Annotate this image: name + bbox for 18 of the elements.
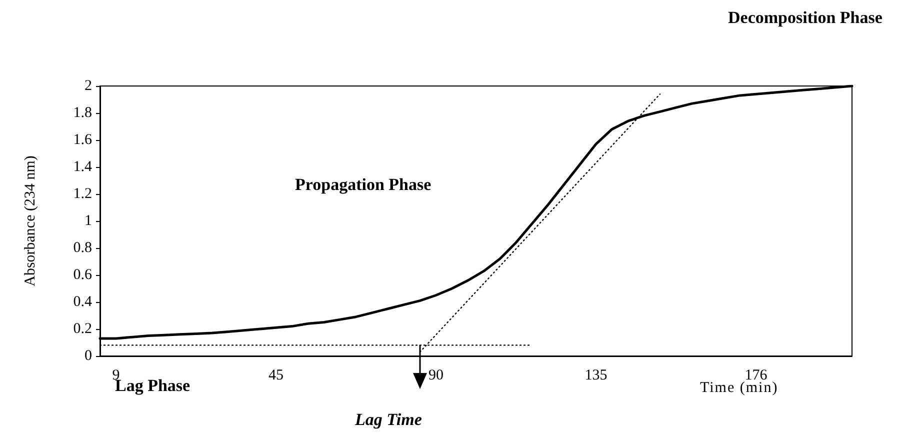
text: Decomposition Phase (728, 8, 882, 28)
y-tick-label: 2 (84, 78, 92, 94)
y-tick-label: 0.6 (73, 267, 92, 283)
y-tick-label: 1.8 (73, 105, 92, 121)
y-tick-label: 0.8 (73, 240, 92, 256)
text: Lag Time (355, 410, 422, 430)
y-tick-label: 0.2 (73, 321, 92, 337)
x-tick-label: 135 (584, 368, 608, 384)
y-axis-title: Absorbance (234 nm) (22, 156, 38, 286)
y-tick-label: 0.4 (73, 294, 92, 310)
y-tick-label: 0 (84, 348, 92, 364)
x-tick-label: 45 (268, 368, 284, 384)
x-tick-label: 90 (428, 368, 444, 384)
y-tick-label: 1.6 (73, 132, 92, 148)
y-tick-label: 1 (84, 213, 92, 229)
annotation: Propagation Phase (295, 175, 432, 195)
y-tick-label: 1.2 (73, 186, 92, 202)
y-tick-label: 1.4 (73, 159, 92, 175)
